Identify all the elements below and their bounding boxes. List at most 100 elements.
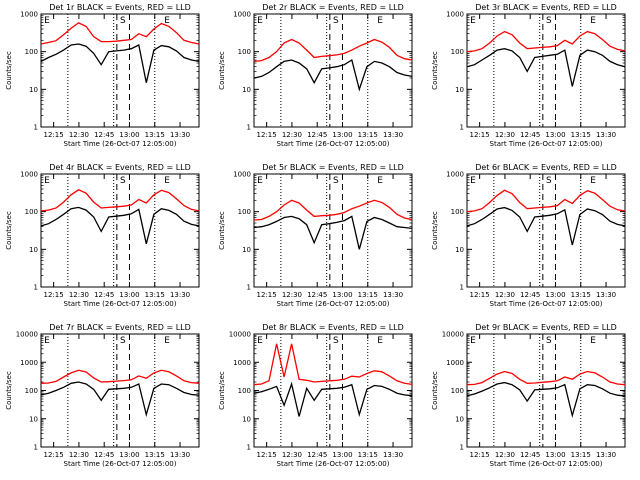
x-tick-label: 12:45 [520,451,540,459]
y-tick-label: 1 [247,444,251,452]
series-lld-line [40,22,200,45]
series-events-line [40,43,200,83]
x-tick-label: 13:00 [545,131,565,139]
event-marker: S [120,336,126,346]
x-tick-label: 13:15 [571,131,591,139]
y-tick-label: 100 [451,208,464,216]
plot-frame [253,13,413,128]
x-tick-label: 12:30 [495,451,515,459]
y-axis-label: Counts/sec [218,211,226,250]
x-tick-label: 13:15 [145,451,165,459]
x-tick-label: 13:00 [545,451,565,459]
x-axis-label: Start Time (26-Oct-07 12:05:00) [277,140,390,148]
y-axis-label: Counts/sec [5,211,13,250]
x-tick-label: 13:30 [596,291,616,299]
series-lld-line [466,189,626,213]
x-tick-label: 13:00 [545,291,565,299]
y-axis-label: Counts/sec [431,211,439,250]
y-tick-label: 1 [34,284,38,292]
y-tick-label: 100 [25,208,38,216]
x-tick-label: 12:15 [44,131,64,139]
x-tick-label: 12:30 [282,451,302,459]
y-tick-label: 100 [238,208,251,216]
x-tick-label: 13:30 [596,131,616,139]
x-tick-label: 13:15 [145,131,165,139]
x-tick-label: 12:15 [44,451,64,459]
x-tick-label: 13:00 [119,451,139,459]
event-marker: E [470,336,476,346]
x-tick-label: 12:45 [94,451,114,459]
y-tick-label: 100 [25,387,38,395]
series-events-line [466,206,626,246]
y-tick-label: 100 [25,48,38,56]
x-tick-label: 12:15 [470,451,490,459]
panel-det-9: Det 9r BLACK = Events, RED = LLD 1 10 100 10… [431,323,626,468]
x-tick-label: 13:15 [571,451,591,459]
series-events-line [253,215,413,250]
y-tick-label: 1000 [233,359,251,367]
event-marker: S [546,176,552,186]
plot-frame [466,333,626,448]
event-marker: E [44,336,50,346]
x-tick-label: 12:15 [44,291,64,299]
y-tick-label: 1 [247,124,251,132]
x-tick-label: 13:15 [571,291,591,299]
event-marker: E [164,176,170,186]
x-tick-label: 13:30 [383,131,403,139]
x-axis-label: Start Time (26-Oct-07 12:05:00) [490,300,603,308]
panel-title: Det 6r BLACK = Events, RED = LLD [475,163,617,172]
x-tick-label: 12:15 [257,451,277,459]
x-axis-label: Start Time (26-Oct-07 12:05:00) [64,300,177,308]
x-axis-label: Start Time (26-Oct-07 12:05:00) [277,300,390,308]
y-axis-label: Counts/sec [218,371,226,410]
plot-frame [40,173,200,288]
event-marker: E [257,336,263,346]
x-tick-label: 12:30 [282,291,302,299]
x-tick-label: 12:45 [307,291,327,299]
plot-frame [40,13,200,128]
x-tick-label: 12:30 [69,291,89,299]
x-tick-label: 13:30 [170,451,190,459]
x-tick-label: 13:15 [358,131,378,139]
series-lld-line [253,199,413,221]
event-marker: S [120,16,126,26]
plot-frame [466,173,626,288]
event-marker: E [590,16,596,26]
event-marker: E [377,16,383,26]
plot-frame [466,13,626,128]
panel-title: Det 8r BLACK = Events, RED = LLD [262,323,404,332]
plot-frame [253,173,413,288]
x-tick-label: 12:45 [307,131,327,139]
y-tick-label: 1000 [20,359,38,367]
y-tick-label: 100 [451,48,464,56]
event-marker: S [546,336,552,346]
event-marker: S [333,16,339,26]
y-tick-label: 1 [34,124,38,132]
y-axis-label: Counts/sec [5,51,13,90]
x-tick-label: 12:30 [69,131,89,139]
panel-title: Det 7r BLACK = Events, RED = LLD [49,323,191,332]
x-axis-label: Start Time (26-Oct-07 12:05:00) [64,140,177,148]
y-tick-label: 10 [242,246,251,254]
x-axis-label: Start Time (26-Oct-07 12:05:00) [490,460,603,468]
event-marker: S [333,176,339,186]
event-marker: E [44,16,50,26]
y-axis-label: Counts/sec [431,371,439,410]
plot-frame [40,333,200,448]
y-tick-label: 100 [238,387,251,395]
y-tick-label: 1000 [446,11,464,19]
y-tick-label: 10 [29,86,38,94]
y-tick-label: 1000 [20,11,38,19]
x-axis-label: Start Time (26-Oct-07 12:05:00) [490,140,603,148]
x-tick-label: 12:30 [69,451,89,459]
x-tick-label: 13:30 [170,291,190,299]
panel-det-2: Det 2r BLACK = Events, RED = LLD 1 10 100 10… [218,3,413,148]
series-events-line [40,206,200,244]
y-tick-label: 1 [34,444,38,452]
panel-det-6: Det 6r BLACK = Events, RED = LLD 1 10 100 10… [431,163,626,308]
panel-title: Det 9r BLACK = Events, RED = LLD [475,323,617,332]
panel-title: Det 3r BLACK = Events, RED = LLD [475,3,617,12]
x-tick-label: 13:00 [332,291,352,299]
x-tick-label: 12:45 [520,131,540,139]
